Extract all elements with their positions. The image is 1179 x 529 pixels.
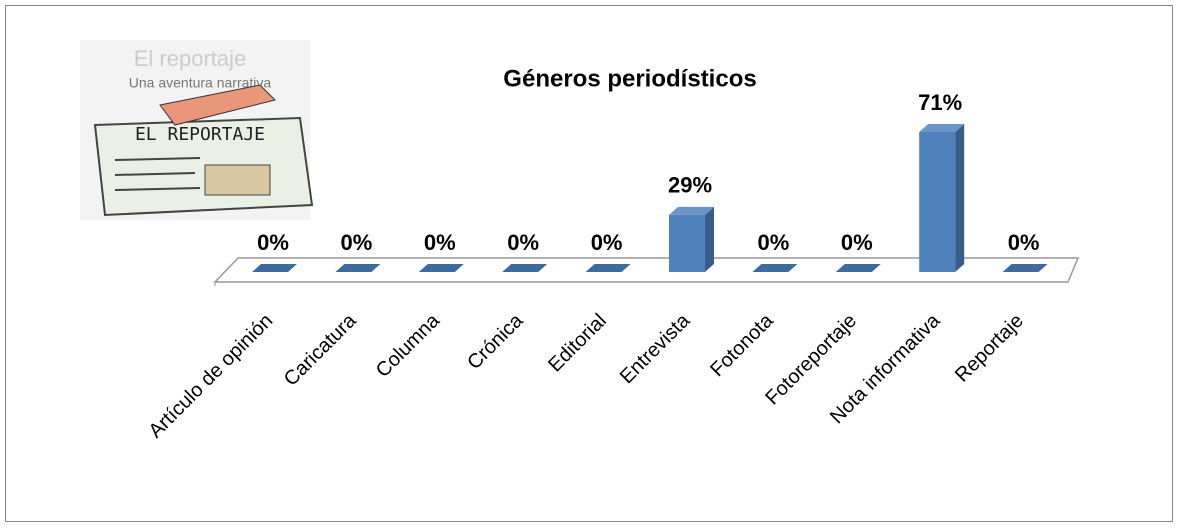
chart-title: Géneros periodísticos [503,65,756,92]
clip-art: El reportaje Una aventura narrativa EL R… [80,40,312,220]
data-label: 0% [507,230,539,255]
chart: El reportaje Una aventura narrativa EL R… [0,0,1179,529]
data-label: 0% [758,230,790,255]
data-label: 0% [591,230,623,255]
data-label: 0% [1008,230,1040,255]
bar-front [919,132,955,272]
bar-side [955,124,964,272]
newspaper-photo [205,165,270,195]
bar-side [705,207,714,272]
data-label: 0% [841,230,873,255]
data-label: 29% [668,173,712,198]
data-label: 71% [918,90,962,115]
clip-art-text: EL REPORTAJE [135,124,265,145]
data-label: 0% [424,230,456,255]
data-label: 0% [257,230,289,255]
bar-front [669,215,705,272]
clip-art-text: El reportaje [134,46,247,71]
data-label: 0% [341,230,373,255]
